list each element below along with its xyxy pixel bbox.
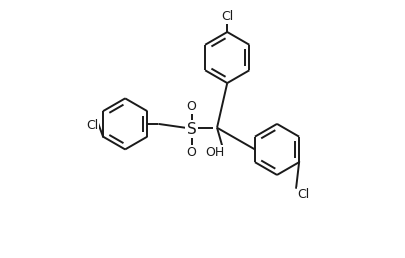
Text: Cl: Cl: [221, 10, 233, 23]
Text: S: S: [186, 122, 196, 137]
Text: O: O: [186, 100, 196, 113]
Text: O: O: [186, 146, 196, 159]
Text: Cl: Cl: [85, 119, 98, 132]
Text: OH: OH: [205, 146, 224, 159]
Text: Cl: Cl: [297, 188, 309, 201]
